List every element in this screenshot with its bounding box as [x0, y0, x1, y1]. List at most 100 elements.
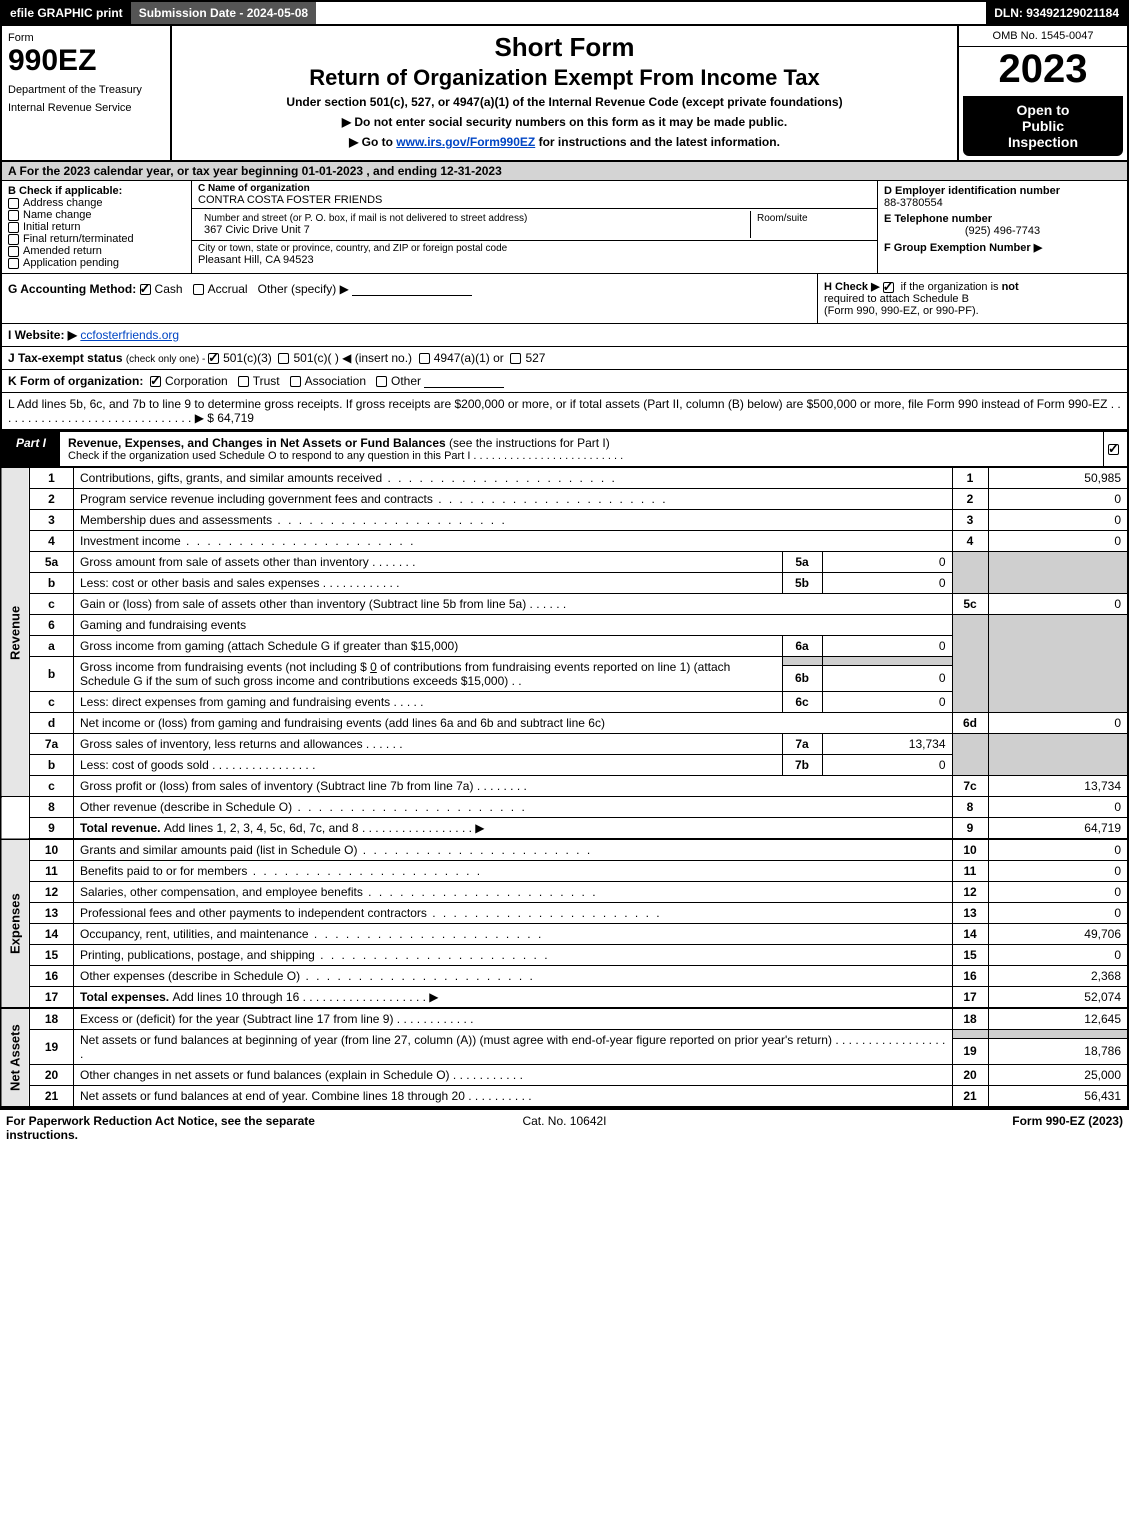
right-val: 64,719	[988, 818, 1128, 840]
part-i-label: Part I	[2, 432, 60, 466]
line-desc: Grants and similar amounts paid (list in…	[74, 839, 953, 861]
h-text2: required to attach Schedule B	[824, 293, 969, 305]
line-desc: Printing, publications, postage, and shi…	[74, 945, 953, 966]
g-label: G Accounting Method:	[8, 282, 136, 296]
line-num: 20	[30, 1065, 74, 1086]
right-val: 0	[988, 797, 1128, 818]
part-i-title-text: Revenue, Expenses, and Changes in Net As…	[68, 436, 449, 450]
line-desc: Less: cost or other basis and sales expe…	[74, 573, 783, 594]
section-h: H Check ▶ if the organization is not req…	[817, 274, 1127, 323]
part-i-title-sub: (see the instructions for Part I)	[449, 436, 610, 450]
table-row: 6 Gaming and fundraising events	[1, 615, 1128, 636]
h-text1: if the organization is	[901, 281, 1002, 293]
irs-link[interactable]: www.irs.gov/Form990EZ	[396, 135, 535, 149]
c-city-label: City or town, state or province, country…	[198, 243, 871, 254]
line-num: 18	[30, 1008, 74, 1030]
table-row: 14 Occupancy, rent, utilities, and maint…	[1, 924, 1128, 945]
line-num: 21	[30, 1086, 74, 1108]
mini-num: 7a	[782, 734, 822, 755]
spacer	[1, 797, 30, 840]
line-num: 4	[30, 531, 74, 552]
line-desc: Less: direct expenses from gaming and fu…	[74, 692, 783, 713]
cat-no: Cat. No. 10642I	[378, 1114, 750, 1142]
i-label: I Website: ▶	[8, 328, 77, 342]
k-label: K Form of organization:	[8, 374, 143, 388]
mini-num: 6c	[782, 692, 822, 713]
check-501c3[interactable]	[208, 353, 219, 364]
shaded-cell	[782, 657, 822, 666]
right-val: 0	[988, 713, 1128, 734]
right-val: 49,706	[988, 924, 1128, 945]
check-initial-return[interactable]	[8, 222, 19, 233]
section-i: I Website: ▶ ccfosterfriends.org	[0, 324, 1129, 347]
check-cash[interactable]	[140, 284, 151, 295]
check-accrual[interactable]	[193, 284, 204, 295]
right-val: 0	[988, 882, 1128, 903]
line-num: 17	[30, 987, 74, 1009]
check-final-return[interactable]	[8, 234, 19, 245]
check-application-pending[interactable]	[8, 258, 19, 269]
form-label: Form	[8, 32, 164, 44]
check-assoc[interactable]	[290, 376, 301, 387]
form-ref-post: (2023)	[1085, 1114, 1123, 1128]
h-text3: (Form 990, 990-EZ, or 990-PF).	[824, 305, 979, 317]
line-desc: Excess or (deficit) for the year (Subtra…	[74, 1008, 953, 1030]
check-schedule-o[interactable]	[1108, 444, 1119, 455]
efile-print-button[interactable]: efile GRAPHIC print	[2, 2, 131, 24]
form-id-block: Form 990EZ Department of the Treasury In…	[2, 26, 172, 160]
right-val: 12,645	[988, 1008, 1128, 1030]
topbar-spacer	[316, 2, 986, 24]
6b-amount: 0	[370, 660, 377, 674]
line-desc: Total expenses. Add lines 10 through 16 …	[74, 987, 953, 1009]
check-h[interactable]	[883, 282, 894, 293]
check-501c[interactable]	[278, 353, 289, 364]
right-num: 19	[952, 1038, 988, 1064]
check-address-change[interactable]	[8, 198, 19, 209]
line-num: 5a	[30, 552, 74, 573]
table-row: 4 Investment income 4 0	[1, 531, 1128, 552]
check-name-change[interactable]	[8, 210, 19, 221]
right-num: 20	[952, 1065, 988, 1086]
goto-pre: ▶ Go to	[349, 135, 396, 149]
dept-treasury: Department of the Treasury	[8, 84, 164, 96]
open-line2: Public	[967, 118, 1119, 134]
line-num: 16	[30, 966, 74, 987]
check-527[interactable]	[510, 353, 521, 364]
shaded-cell	[952, 734, 988, 776]
g-accrual: Accrual	[208, 282, 248, 296]
g-other: Other (specify) ▶	[258, 282, 349, 296]
table-row: 2 Program service revenue including gove…	[1, 489, 1128, 510]
dln: DLN: 93492129021184	[986, 2, 1127, 24]
table-row: 15 Printing, publications, postage, and …	[1, 945, 1128, 966]
l-amount: 64,719	[217, 411, 254, 425]
revenue-side-label: Revenue	[1, 468, 30, 797]
form-ref: Form 990-EZ (2023)	[751, 1114, 1123, 1142]
check-amended-return[interactable]	[8, 246, 19, 257]
b-opt-0: Address change	[23, 197, 103, 209]
section-g: G Accounting Method: Cash Accrual Other …	[2, 274, 817, 323]
phone: (925) 496-7743	[884, 225, 1121, 237]
check-other-org[interactable]	[376, 376, 387, 387]
right-num: 2	[952, 489, 988, 510]
check-4947[interactable]	[419, 353, 430, 364]
table-row: 12 Salaries, other compensation, and emp…	[1, 882, 1128, 903]
check-corp[interactable]	[150, 376, 161, 387]
j-opt1: 501(c)(3)	[223, 351, 272, 365]
right-val: 0	[988, 531, 1128, 552]
right-val: 0	[988, 489, 1128, 510]
line-desc: Net assets or fund balances at end of ye…	[74, 1086, 953, 1108]
right-num: 9	[952, 818, 988, 840]
line-num: b	[30, 573, 74, 594]
right-val: 25,000	[988, 1065, 1128, 1086]
shaded-cell	[988, 1030, 1128, 1039]
line-desc: Gross amount from sale of assets other t…	[74, 552, 783, 573]
open-line3: Inspection	[967, 134, 1119, 150]
check-trust[interactable]	[238, 376, 249, 387]
right-val: 0	[988, 945, 1128, 966]
short-form-title: Short Form	[182, 32, 947, 63]
table-row: 11 Benefits paid to or for members 11 0	[1, 861, 1128, 882]
mini-num: 5b	[782, 573, 822, 594]
line-desc: Membership dues and assessments	[74, 510, 953, 531]
right-num: 16	[952, 966, 988, 987]
website-link[interactable]: ccfosterfriends.org	[80, 328, 179, 342]
